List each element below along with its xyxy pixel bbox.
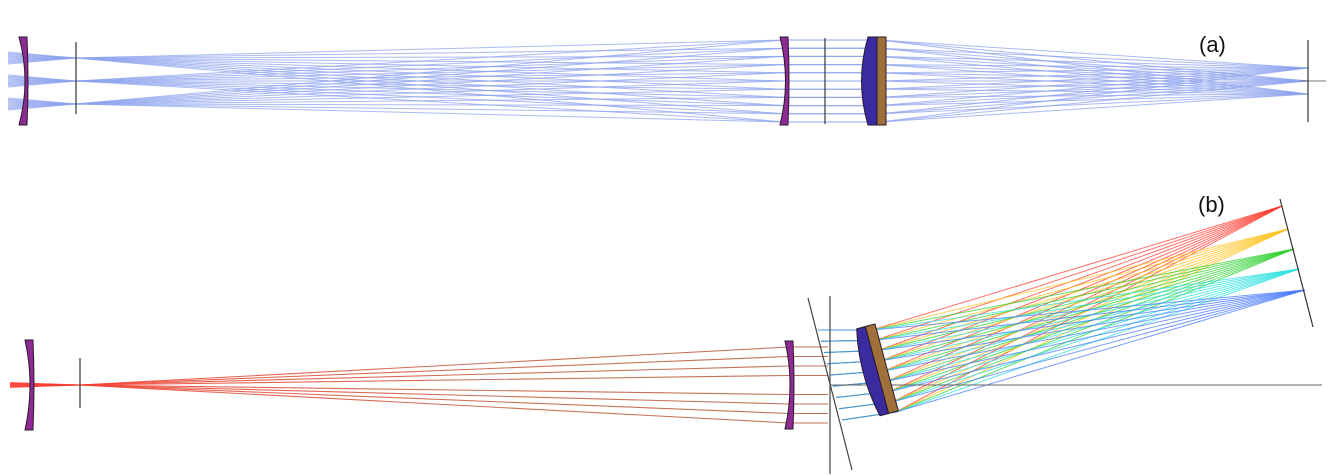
ray-b-dispersed bbox=[841, 289, 1306, 421]
doublet-flint-element-b bbox=[864, 323, 899, 415]
doublet-crown-element-b bbox=[856, 325, 890, 417]
panel-b-spectrograph-with-grating: (b) bbox=[9, 192, 1322, 474]
diffraction-grating-b bbox=[807, 297, 853, 471]
doublet-crown-element-a bbox=[861, 36, 878, 126]
ray-b-dispersed bbox=[841, 205, 1283, 421]
ray-fan-panel-a bbox=[7, 39, 1309, 123]
collimator-lens-b bbox=[784, 340, 795, 430]
field-lens-a bbox=[18, 36, 29, 126]
panel-a-spectrograph-unfolded: (a) bbox=[7, 32, 1326, 126]
doublet-flint-element-a bbox=[876, 36, 887, 126]
panel-label-a: (a) bbox=[1199, 32, 1226, 57]
field-lens-b bbox=[24, 339, 35, 431]
collimator-lens-a bbox=[779, 36, 790, 126]
ray-b-input bbox=[9, 346, 828, 386]
ray-fan-panel-b bbox=[9, 205, 1306, 424]
ray-b-dispersed bbox=[829, 205, 1283, 376]
ray-a bbox=[7, 93, 1309, 123]
ray-b-input bbox=[9, 384, 828, 424]
panel-label-b: (b) bbox=[1198, 192, 1225, 217]
detector-plane-b bbox=[1279, 198, 1314, 328]
ray-b-dispersed bbox=[835, 205, 1283, 398]
ray-b-dispersed bbox=[818, 205, 1283, 331]
